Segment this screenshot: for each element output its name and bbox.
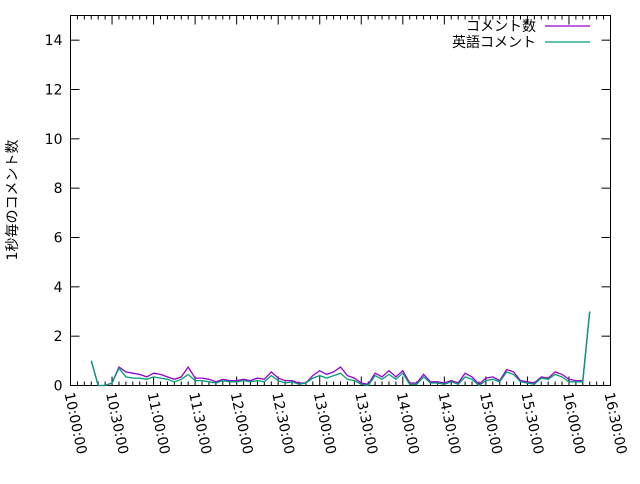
x-tick-label: 13:00:00 [310, 391, 339, 456]
y-tick-label: 4 [54, 280, 63, 296]
x-tick-label: 14:30:00 [434, 391, 463, 456]
x-tick-label: 14:00:00 [393, 391, 422, 456]
x-tick-label: 16:30:00 [601, 391, 630, 456]
x-tick-label: 10:30:00 [102, 391, 131, 456]
y-tick-label: 2 [54, 329, 63, 345]
x-tick-label: 11:30:00 [185, 391, 214, 456]
legend-label: 英語コメント [452, 34, 536, 51]
series-line-1 [90, 311, 591, 387]
y-tick-label: 8 [54, 181, 63, 197]
legend-label: コメント数 [466, 19, 536, 35]
x-tick-label: 13:30:00 [351, 391, 380, 456]
x-tick-label: 11:00:00 [144, 391, 173, 456]
y-tick-label: 12 [45, 83, 63, 99]
y-tick-label: 6 [54, 231, 63, 247]
x-tick-label: 12:00:00 [227, 391, 256, 456]
x-tick-label: 15:00:00 [476, 391, 505, 456]
y-tick-label: 14 [45, 33, 63, 49]
plot-border [70, 15, 611, 386]
x-tick-label: 10:00:00 [61, 391, 90, 456]
x-tick-label: 15:30:00 [518, 391, 547, 456]
x-tick-label: 12:30:00 [268, 391, 297, 456]
y-tick-label: 10 [45, 132, 63, 148]
x-tick-label: 16:00:00 [559, 391, 588, 456]
y-tick-label: 0 [54, 379, 63, 395]
y-axis-label: 1秒毎のコメント数 [5, 140, 21, 261]
series-line-0 [90, 311, 591, 387]
